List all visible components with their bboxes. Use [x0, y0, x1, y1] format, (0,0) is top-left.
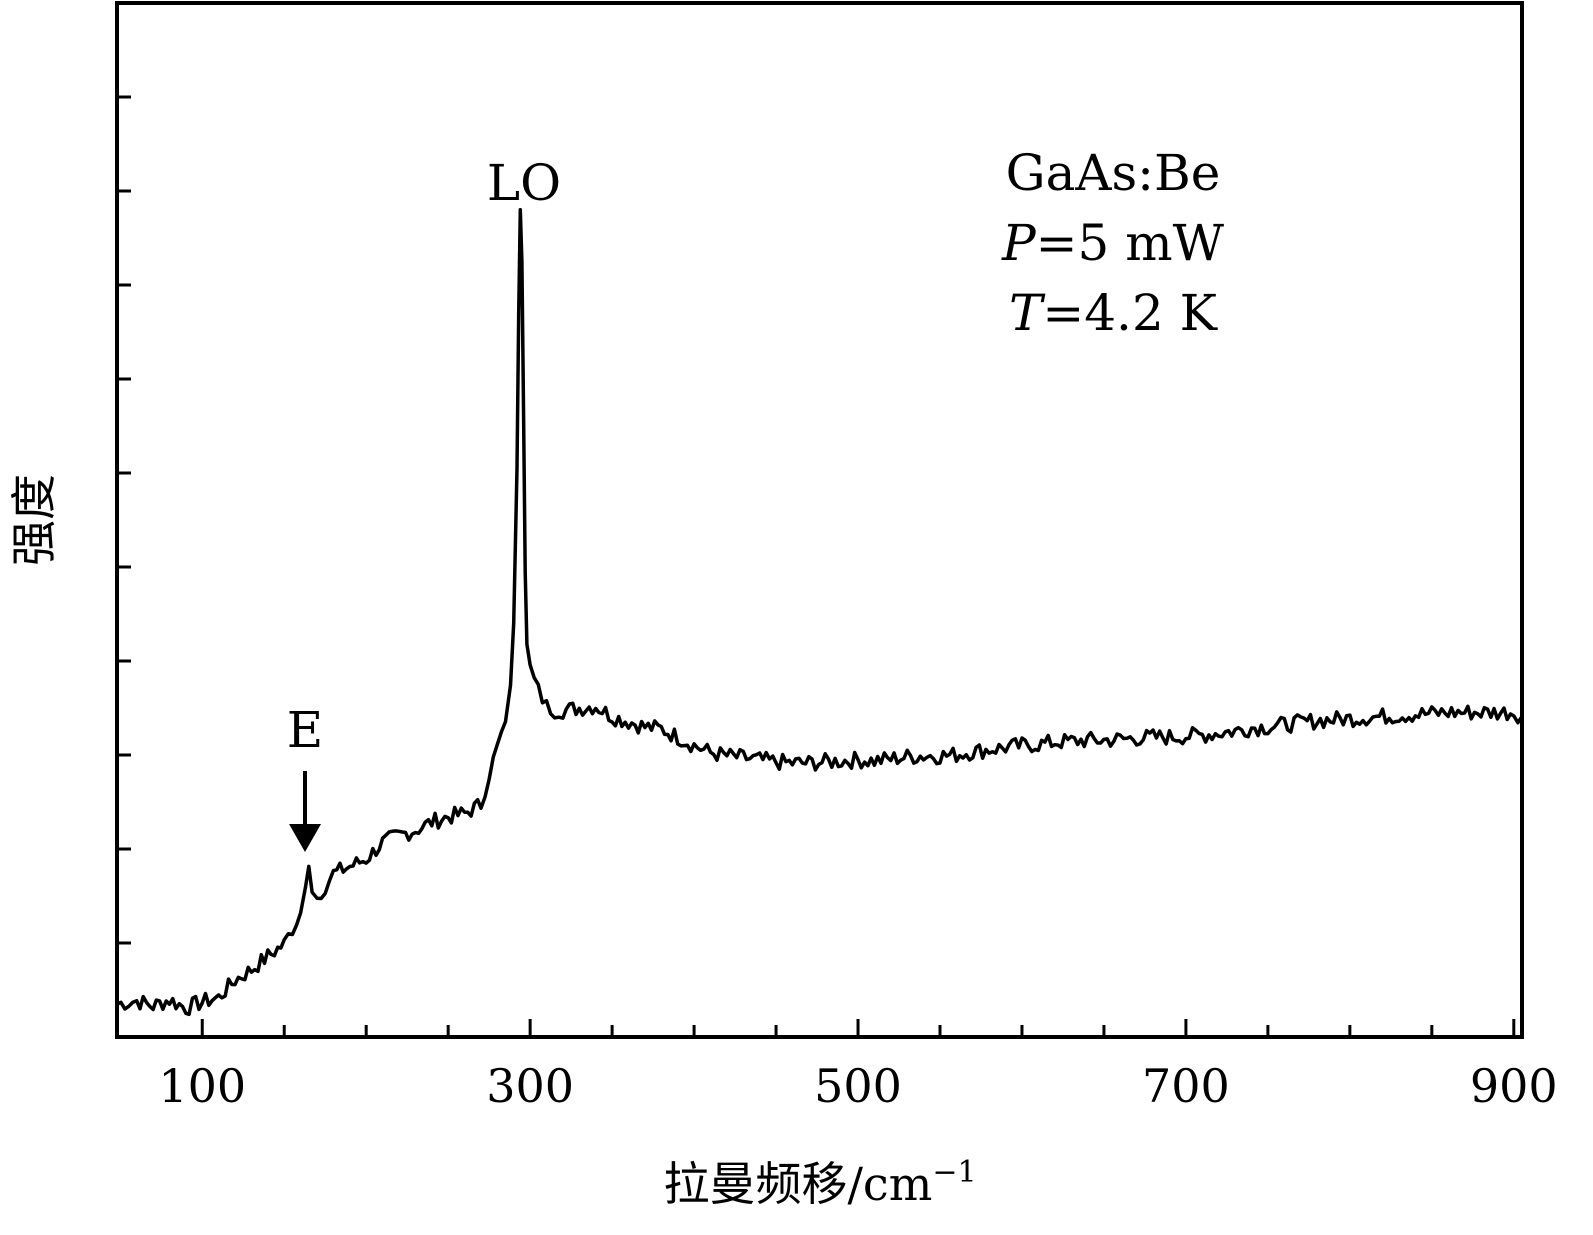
x-tick-label: 900 — [1470, 1059, 1558, 1113]
x-axis-tick-labels: 100 300 500 700 900 — [158, 1059, 1557, 1113]
temperature-label: T=4.2 K — [1009, 284, 1219, 342]
sample-label: GaAs:Be — [1006, 144, 1221, 202]
x-axis-title: 拉曼频移/cm−1 — [663, 1155, 976, 1211]
power-variable: P — [1001, 214, 1037, 272]
x-tick-label: 300 — [486, 1059, 574, 1113]
x-axis-title-main: 拉曼频移/cm — [663, 1157, 932, 1211]
lo-peak-label: LO — [487, 154, 561, 212]
e-arrow-head — [289, 824, 321, 852]
plot-area — [116, 208, 1524, 1017]
x-tick-label: 100 — [158, 1059, 246, 1113]
temperature-value: =4.2 K — [1042, 284, 1218, 342]
x-tick-label: 500 — [814, 1059, 902, 1113]
temperature-variable: T — [1009, 284, 1046, 342]
x-axis-title-sup: −1 — [932, 1155, 976, 1190]
spectrum-line — [116, 208, 1524, 1017]
e-peak-label: E — [287, 701, 324, 759]
plot-frame — [115, 1, 1524, 1039]
x-axis-ticks — [200, 1019, 1516, 1037]
power-label: P=5 mW — [1001, 214, 1225, 272]
x-tick-label: 700 — [1142, 1059, 1230, 1113]
power-value: =5 mW — [1036, 214, 1225, 272]
y-axis-ticks — [117, 95, 131, 945]
y-axis-title: 强度 — [7, 474, 61, 566]
